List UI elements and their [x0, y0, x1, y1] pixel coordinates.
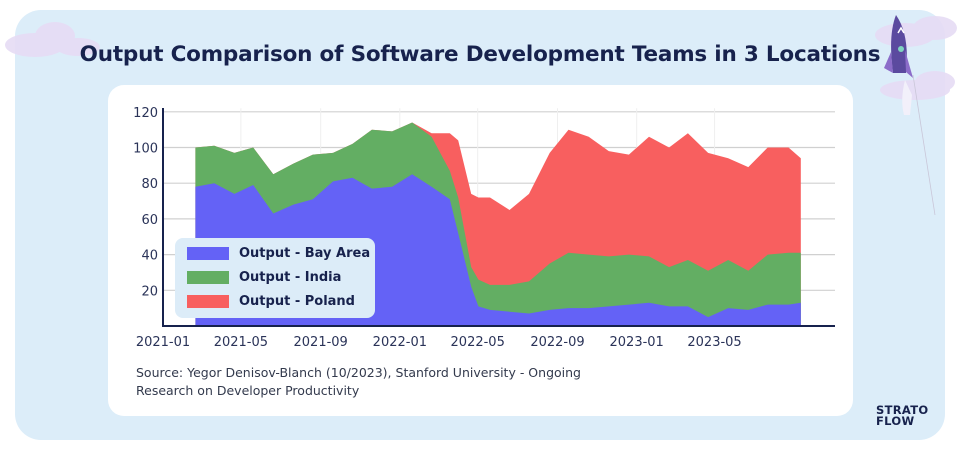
logo-line: STRATO [876, 403, 929, 417]
y-tick-label: 40 [141, 249, 158, 264]
y-tick-label: 20 [141, 284, 158, 299]
rocket-icon [884, 15, 936, 216]
x-tick-label: 2022-09 [530, 335, 584, 350]
page-title: Output Comparison of Software Developmen… [79, 42, 881, 67]
x-tick-label: 2021-09 [294, 335, 348, 350]
x-tick-label: 2021-05 [214, 335, 268, 350]
x-tick-label: 2023-01 [610, 335, 664, 350]
x-tick-label: 2021-01 [136, 335, 190, 350]
legend-swatch-bay-area [187, 246, 229, 260]
source-line: Source: Yegor Denisov-Blanch (10/2023), … [136, 365, 581, 380]
x-tick-label: 2023-05 [687, 335, 741, 350]
strato-flow-logo: STRATO FLOW [876, 403, 929, 428]
legend-item-bay-area: Output - Bay Area [187, 244, 370, 262]
y-tick-label: 120 [133, 106, 158, 121]
legend-label: Output - Poland [239, 293, 355, 309]
legend-swatch-india [187, 270, 229, 284]
legend-label: Output - India [239, 269, 342, 285]
source-note: Source: Yegor Denisov-Blanch (10/2023), … [136, 364, 581, 400]
source-line: Research on Developer Productivity [136, 383, 360, 398]
legend-label: Output - Bay Area [239, 245, 371, 261]
legend-item-poland: Output - Poland [187, 292, 355, 310]
y-tick-label: 100 [133, 142, 158, 157]
legend-item-india: Output - India [187, 268, 341, 286]
x-tick-label: 2022-05 [451, 335, 505, 350]
x-tick-label: 2022-01 [373, 335, 427, 350]
y-tick-label: 80 [141, 177, 158, 192]
cloud-icon [5, 16, 957, 100]
y-tick-label: 60 [141, 213, 158, 228]
legend: Output - Bay Area Output - India Output … [175, 238, 375, 318]
logo-line: FLOW [876, 414, 915, 428]
legend-swatch-poland [187, 294, 229, 308]
